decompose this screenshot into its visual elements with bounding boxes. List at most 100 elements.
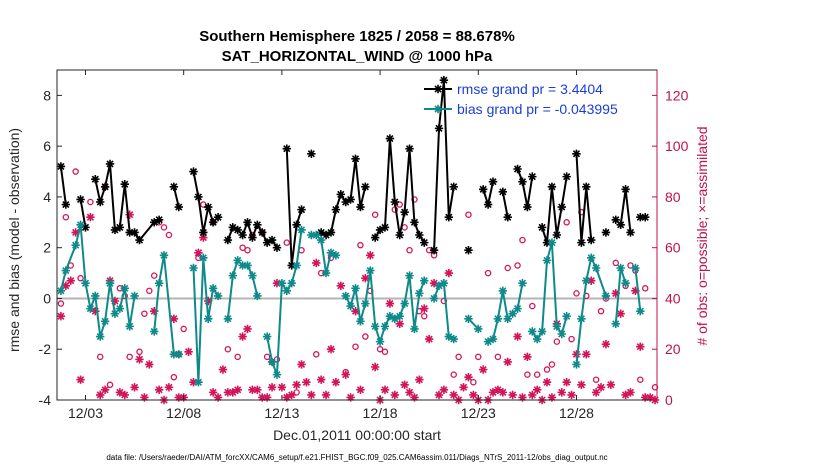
series-1-point xyxy=(582,276,591,285)
obs-possible-point xyxy=(381,348,389,356)
series-1-point xyxy=(366,266,375,275)
obs-assimilated-point xyxy=(469,390,478,400)
series-1-point xyxy=(400,299,409,308)
series-0-point xyxy=(439,75,449,85)
series-0-point xyxy=(115,223,125,232)
obs-assimilated-point xyxy=(626,388,635,397)
obs-assimilated-point xyxy=(164,383,174,392)
series-0-point xyxy=(582,182,591,191)
x-tick-label: 12/23 xyxy=(461,405,496,421)
obs-possible-point xyxy=(411,196,418,203)
obs-possible-point xyxy=(57,300,65,307)
obs-assimilated-point xyxy=(616,309,625,318)
series-0-point xyxy=(601,228,611,237)
series-1-point xyxy=(292,261,301,270)
series-1-point xyxy=(120,284,129,293)
y2-tick-label: 40 xyxy=(665,290,681,306)
series-0-point xyxy=(194,192,203,202)
obs-assimilated-point xyxy=(503,357,512,367)
series-1-point xyxy=(410,324,419,334)
series-1-point xyxy=(326,248,336,257)
series-0-point xyxy=(61,200,71,209)
series-0-point xyxy=(572,149,581,158)
y2-tick-label: 20 xyxy=(665,341,681,357)
series-0-point xyxy=(154,215,164,224)
series-1-point xyxy=(248,271,257,280)
series-1-point xyxy=(537,327,547,336)
legend-bias-marker xyxy=(433,104,443,114)
series-1-point xyxy=(552,322,562,331)
series-0-point xyxy=(410,218,419,227)
obs-possible-point xyxy=(597,307,605,315)
obs-possible-point xyxy=(484,269,492,277)
obs-assimilated-point xyxy=(513,332,522,341)
series-0-point xyxy=(292,220,301,230)
series-0-point xyxy=(636,213,645,222)
series-1-line xyxy=(634,267,642,312)
obs-assimilated-point xyxy=(395,319,404,329)
obs-assimilated-point xyxy=(518,393,527,402)
series-0-point xyxy=(616,220,625,230)
obs-possible-point xyxy=(406,246,413,254)
x-tick-label: 12/18 xyxy=(363,405,398,421)
series-0-point xyxy=(81,223,90,232)
series-1-point xyxy=(616,263,625,273)
obs-assimilated-point xyxy=(150,306,159,316)
series-1-point xyxy=(238,261,247,270)
x-tick-label: 12/28 xyxy=(559,405,594,421)
series-0-line xyxy=(541,176,568,244)
series-1-point xyxy=(110,309,120,318)
series-1-point xyxy=(208,284,218,293)
series-0-point xyxy=(375,225,385,235)
obs-assimilated-point xyxy=(213,393,223,402)
obs-possible-point xyxy=(146,287,153,295)
obs-possible-point xyxy=(234,353,241,361)
obs-possible-point xyxy=(529,302,536,310)
obs-possible-point xyxy=(165,231,173,239)
series-0-point xyxy=(380,223,390,232)
obs-assimilated-point xyxy=(567,390,576,400)
series-0-point xyxy=(483,200,493,209)
series-0-point xyxy=(464,246,473,255)
obs-possible-point xyxy=(455,353,462,361)
obs-assimilated-point xyxy=(223,388,233,397)
obs-assimilated-point xyxy=(218,365,228,374)
obs-assimilated-point xyxy=(528,390,537,400)
obs-assimilated-point xyxy=(267,383,277,392)
series-0-point xyxy=(503,213,512,222)
series-1-point xyxy=(154,279,164,288)
series-0-point xyxy=(135,235,144,245)
series-0-point xyxy=(253,220,262,230)
series-0-point xyxy=(449,182,458,191)
y2-tick-label: 60 xyxy=(665,240,681,256)
obs-assimilated-point xyxy=(459,383,468,392)
obs-possible-point xyxy=(376,345,384,353)
obs-possible-point xyxy=(421,312,428,320)
obs-possible-point xyxy=(519,236,526,244)
obs-possible-point xyxy=(514,262,521,269)
obs-possible-point xyxy=(592,376,600,383)
obs-assimilated-point xyxy=(434,390,444,400)
obs-assimilated-point xyxy=(449,390,458,400)
obs-possible-point xyxy=(160,224,168,231)
series-1-point xyxy=(513,304,522,313)
obs-assimilated-point xyxy=(130,383,139,392)
series-1-point xyxy=(395,312,404,321)
series-1-point xyxy=(420,276,429,285)
obs-assimilated-point xyxy=(498,388,508,397)
series-1-point xyxy=(86,304,95,313)
obs-assimilated-point xyxy=(262,393,272,402)
series-1-point xyxy=(434,281,444,290)
series-0-point xyxy=(478,185,488,194)
obs-assimilated-point xyxy=(336,281,345,290)
series-1 xyxy=(56,220,645,387)
obs-possible-point xyxy=(470,378,477,386)
series-0-point xyxy=(356,202,365,212)
obs-possible-point xyxy=(263,353,271,361)
series-0-point xyxy=(518,177,527,186)
series-1-point xyxy=(439,279,449,288)
obs-possible-point xyxy=(494,353,502,361)
obs-assimilated-point xyxy=(641,393,650,402)
series-1-point xyxy=(312,230,321,240)
series-1-point xyxy=(346,301,355,311)
